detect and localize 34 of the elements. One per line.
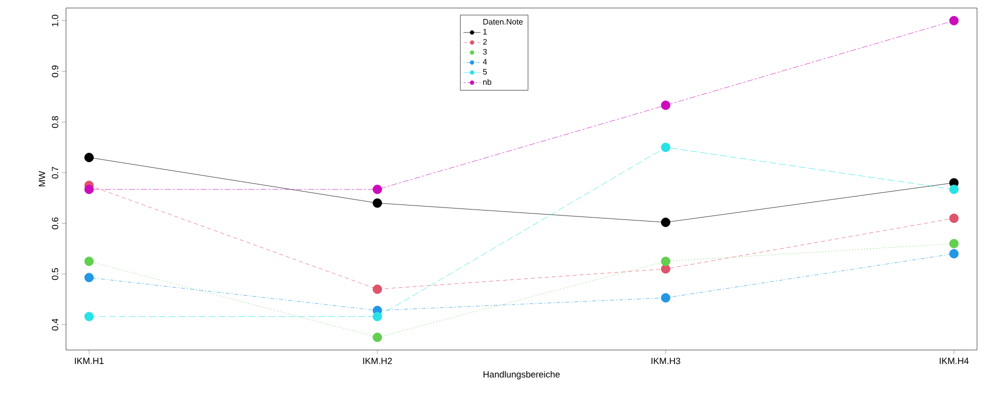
y-tick-label: 0.4	[52, 318, 58, 331]
y-tick-label: 1.0	[52, 14, 58, 26]
point	[660, 142, 670, 152]
x-tick-label: IKM.H3	[652, 358, 680, 364]
x-tick-label: IKM.H1	[74, 358, 104, 364]
point	[372, 332, 382, 342]
y-axis-title: MW	[38, 171, 46, 186]
y-tick-label: 0.9	[52, 66, 58, 78]
point	[660, 264, 670, 274]
point	[660, 256, 670, 266]
point	[949, 16, 959, 26]
point	[84, 312, 94, 322]
x-tick-label: IKM.H2	[363, 358, 392, 364]
x-axis-title: Handlungsbereiche	[484, 370, 560, 380]
y-tick-label: 0.5	[52, 268, 58, 280]
point	[660, 100, 670, 110]
point	[372, 184, 382, 194]
point	[84, 256, 94, 266]
y-tick-label: 0.7	[52, 166, 58, 179]
point	[949, 249, 959, 258]
point	[949, 214, 959, 223]
point	[660, 218, 670, 228]
x-tick-label: IKM.H4	[940, 358, 969, 364]
point	[949, 184, 959, 194]
point	[84, 152, 94, 162]
y-tick-label: 0.8	[52, 116, 58, 128]
point	[660, 293, 670, 302]
point	[372, 312, 382, 322]
y-tick-label: 0.6	[52, 217, 58, 230]
point	[949, 238, 959, 248]
point	[84, 184, 94, 194]
point	[372, 284, 382, 294]
point	[84, 272, 94, 282]
point	[372, 198, 382, 208]
